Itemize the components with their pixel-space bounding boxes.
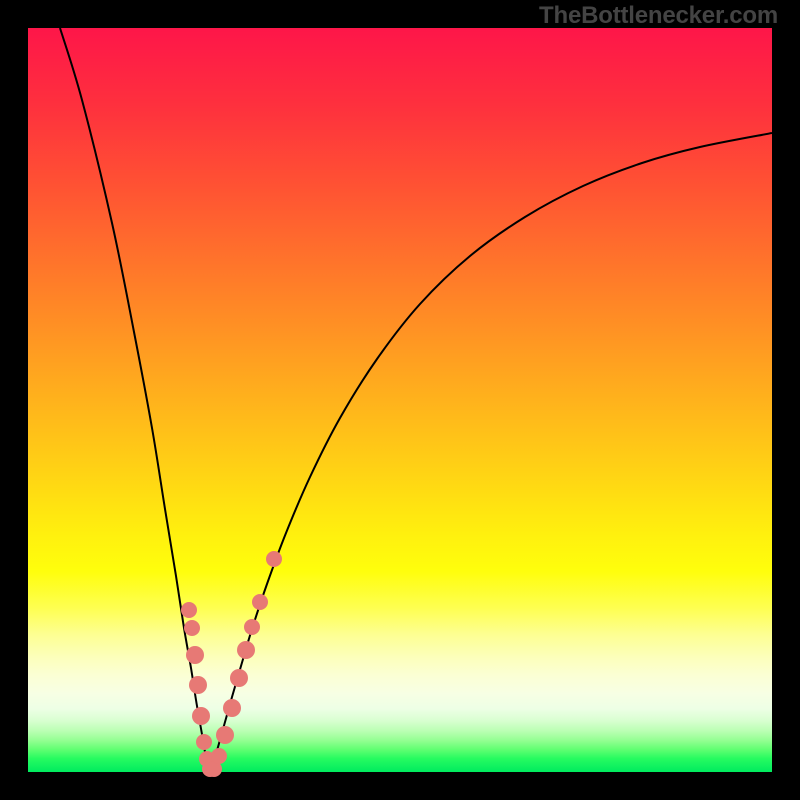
data-marker (184, 620, 200, 636)
bottleneck-chart (0, 0, 800, 800)
data-marker (230, 669, 248, 687)
chart-frame: TheBottlenecker.com (0, 0, 800, 800)
data-marker (181, 602, 197, 618)
data-marker (252, 594, 268, 610)
data-marker (244, 619, 260, 635)
data-marker (211, 748, 227, 764)
data-marker (189, 676, 207, 694)
data-marker (266, 551, 282, 567)
data-marker (216, 726, 234, 744)
plot-background (28, 28, 772, 772)
data-marker (186, 646, 204, 664)
data-marker (196, 734, 212, 750)
data-marker (192, 707, 210, 725)
watermark-text: TheBottlenecker.com (539, 2, 778, 30)
data-marker (223, 699, 241, 717)
data-marker (237, 641, 255, 659)
